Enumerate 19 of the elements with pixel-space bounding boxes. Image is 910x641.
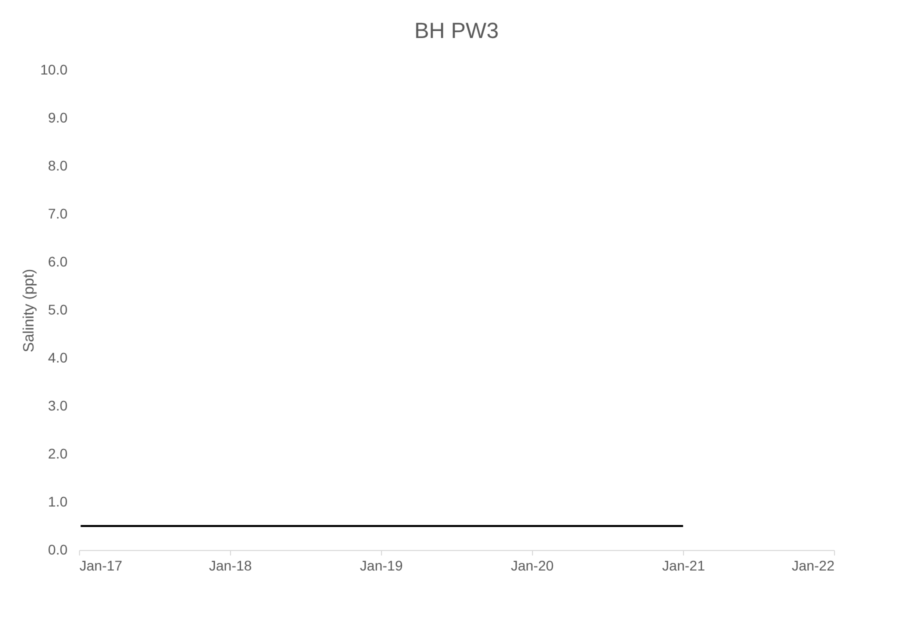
x-tick-label: Jan-17 — [80, 558, 123, 574]
y-tick-label: 7.0 — [48, 206, 68, 222]
y-tick-label: 8.0 — [48, 158, 68, 174]
y-tick-label: 5.0 — [48, 302, 68, 318]
x-tick-label: Jan-20 — [510, 558, 554, 574]
chart-title: BH PW3 — [414, 18, 499, 43]
x-tick-label: Jan-21 — [662, 558, 706, 574]
y-tick-label: 3.0 — [48, 398, 68, 414]
x-tick-label: Jan-19 — [360, 558, 403, 574]
y-axis-title: Salinity (ppt) — [20, 268, 38, 352]
y-tick-label: 6.0 — [48, 254, 68, 270]
y-tick-label: 9.0 — [48, 110, 68, 126]
y-tick-label: 0.0 — [48, 542, 68, 558]
y-tick-label: 10.0 — [40, 62, 68, 78]
x-tick-label: Jan-18 — [209, 558, 252, 574]
y-tick-label: 2.0 — [48, 446, 68, 462]
x-tick-label: Jan-22 — [792, 558, 835, 574]
y-tick-label: 4.0 — [48, 350, 68, 366]
y-tick-label: 1.0 — [48, 494, 68, 510]
